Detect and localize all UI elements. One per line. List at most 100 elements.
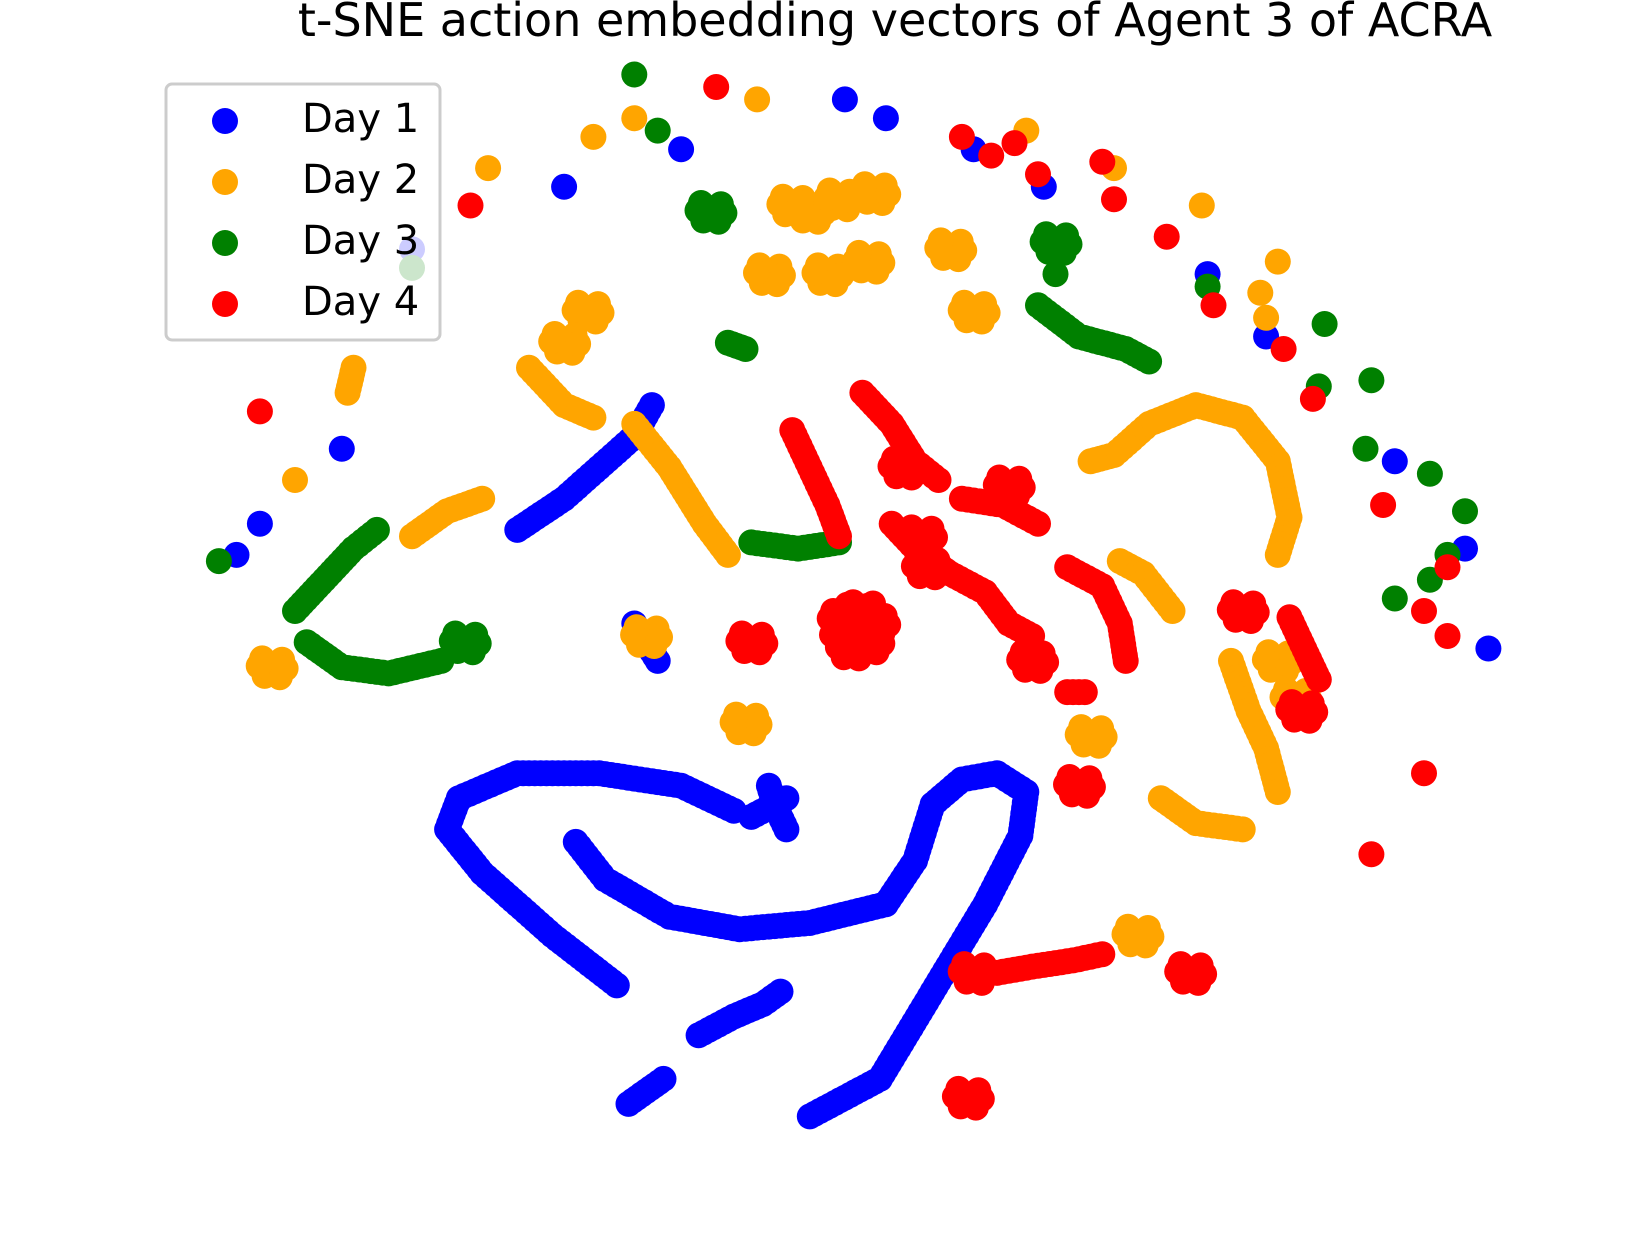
data-point xyxy=(1434,623,1461,649)
data-point xyxy=(968,1085,995,1112)
data-point xyxy=(703,74,730,100)
legend-marker-day-2 xyxy=(212,169,238,195)
data-point xyxy=(580,123,607,150)
series-day-4 xyxy=(246,74,1461,1121)
data-point xyxy=(205,548,232,575)
data-point xyxy=(974,299,1001,326)
data-point xyxy=(334,379,361,406)
data-point xyxy=(1264,541,1291,568)
data-point xyxy=(621,61,648,88)
data-point xyxy=(816,605,843,632)
legend-label-day-4: Day 4 xyxy=(302,279,419,325)
data-point xyxy=(457,192,484,219)
data-point xyxy=(843,608,870,634)
data-point xyxy=(1191,961,1218,988)
data-point xyxy=(1216,596,1243,623)
data-point xyxy=(668,136,695,163)
data-point xyxy=(1299,385,1326,412)
data-point xyxy=(947,958,974,985)
data-point xyxy=(282,467,308,493)
data-point xyxy=(551,173,578,200)
data-point xyxy=(922,524,948,551)
data-point xyxy=(1188,192,1215,219)
data-point xyxy=(872,105,899,132)
data-point xyxy=(1243,599,1270,626)
data-point xyxy=(1112,647,1139,674)
data-point xyxy=(538,328,565,355)
data-point xyxy=(1153,223,1180,250)
data-point xyxy=(1251,646,1278,673)
legend: Day 1 Day 2 Day 3 Day 4 xyxy=(164,82,442,342)
data-point xyxy=(1136,348,1163,375)
data-point xyxy=(580,404,607,431)
data-point xyxy=(744,86,771,113)
data-point xyxy=(1311,311,1338,337)
data-point xyxy=(565,331,592,357)
data-point xyxy=(644,117,671,144)
data-point xyxy=(638,392,665,419)
data-point xyxy=(1411,598,1437,624)
series-day-1 xyxy=(223,86,1502,1130)
data-point xyxy=(1159,598,1186,624)
data-point xyxy=(1302,699,1329,726)
data-point xyxy=(1025,161,1051,188)
data-point xyxy=(1247,279,1274,306)
data-point xyxy=(1352,435,1379,462)
series-day-3 xyxy=(205,61,1478,687)
data-point xyxy=(848,178,875,205)
data-point xyxy=(978,142,1005,169)
data-point xyxy=(900,553,927,580)
data-point xyxy=(1101,186,1127,213)
data-point xyxy=(773,785,800,812)
data-point xyxy=(1411,760,1437,787)
data-point xyxy=(725,628,752,654)
data-point xyxy=(620,621,647,648)
legend-label-day-2: Day 2 xyxy=(302,157,419,203)
data-point xyxy=(1164,958,1191,985)
data-point xyxy=(469,485,496,512)
data-point xyxy=(650,1065,677,1092)
data-point xyxy=(783,197,810,224)
data-point xyxy=(561,297,588,324)
data-point xyxy=(951,237,978,264)
data-point xyxy=(1229,816,1256,843)
legend-entry-day-1: Day 1 xyxy=(212,96,419,142)
data-point xyxy=(1006,646,1033,673)
legend-entry-day-2: Day 2 xyxy=(212,157,419,203)
data-point xyxy=(948,123,975,150)
legend-frame xyxy=(164,82,442,342)
data-point xyxy=(732,336,759,362)
data-point xyxy=(1033,649,1060,676)
data-point xyxy=(743,259,769,286)
data-point xyxy=(1434,554,1461,581)
data-point xyxy=(1381,448,1408,475)
data-point xyxy=(475,155,502,182)
data-point xyxy=(974,961,1001,988)
data-point xyxy=(877,453,904,480)
legend-marker-day-1 xyxy=(212,108,238,134)
data-point xyxy=(1009,474,1036,501)
data-point xyxy=(1452,498,1478,525)
data-point xyxy=(1305,666,1332,693)
chart-title: t-SNE action embedding vectors of Agent … xyxy=(298,0,1493,47)
data-point xyxy=(1053,771,1079,798)
data-point xyxy=(904,455,931,482)
data-point xyxy=(1475,635,1502,662)
data-point xyxy=(245,652,272,679)
data-point xyxy=(947,297,974,324)
data-point xyxy=(1358,841,1385,868)
data-point xyxy=(1056,231,1083,258)
data-point xyxy=(1264,779,1291,805)
data-point xyxy=(801,259,828,286)
data-point xyxy=(719,709,746,736)
data-point xyxy=(1079,774,1106,800)
legend-marker-day-4 xyxy=(212,291,238,317)
data-point xyxy=(831,86,858,113)
data-point xyxy=(1029,228,1056,255)
legend-label-day-3: Day 3 xyxy=(302,218,419,264)
data-point xyxy=(684,197,711,224)
data-point xyxy=(796,1103,823,1130)
data-point xyxy=(1064,721,1091,748)
data-point xyxy=(927,555,954,582)
